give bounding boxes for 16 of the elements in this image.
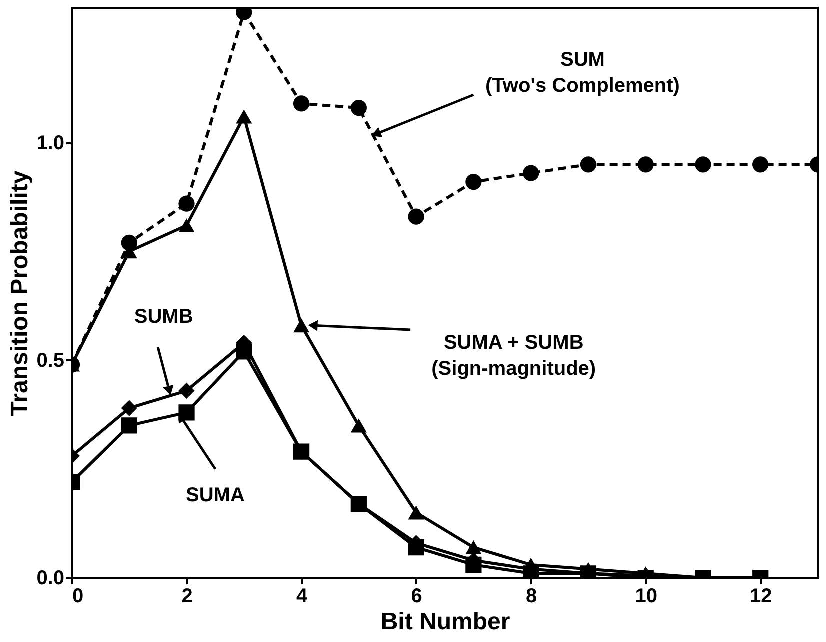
x-tick-label: 12 (750, 586, 772, 608)
y-axis-title: Transition Probability (6, 170, 34, 416)
x-tick-label: 4 (296, 586, 308, 608)
x-tick-label: 6 (411, 586, 422, 608)
x-axis-title: Bit Number (380, 608, 510, 636)
y-tick-label: 0.0 (36, 568, 64, 590)
x-tick-label: 2 (182, 586, 193, 608)
annotation: SUM (Two's Complement) (486, 49, 680, 98)
annotation: SUMA (186, 484, 245, 506)
annotation: SUMB (134, 306, 194, 328)
y-tick-label: 0.5 (36, 350, 64, 372)
annotation: SUMA + SUMB (Sign-magnitude) (432, 332, 596, 380)
y-tick-label: 1.0 (36, 132, 64, 154)
x-tick-label: 10 (635, 586, 658, 608)
x-tick-label: 8 (526, 586, 538, 608)
x-tick-label: 0 (72, 586, 84, 608)
